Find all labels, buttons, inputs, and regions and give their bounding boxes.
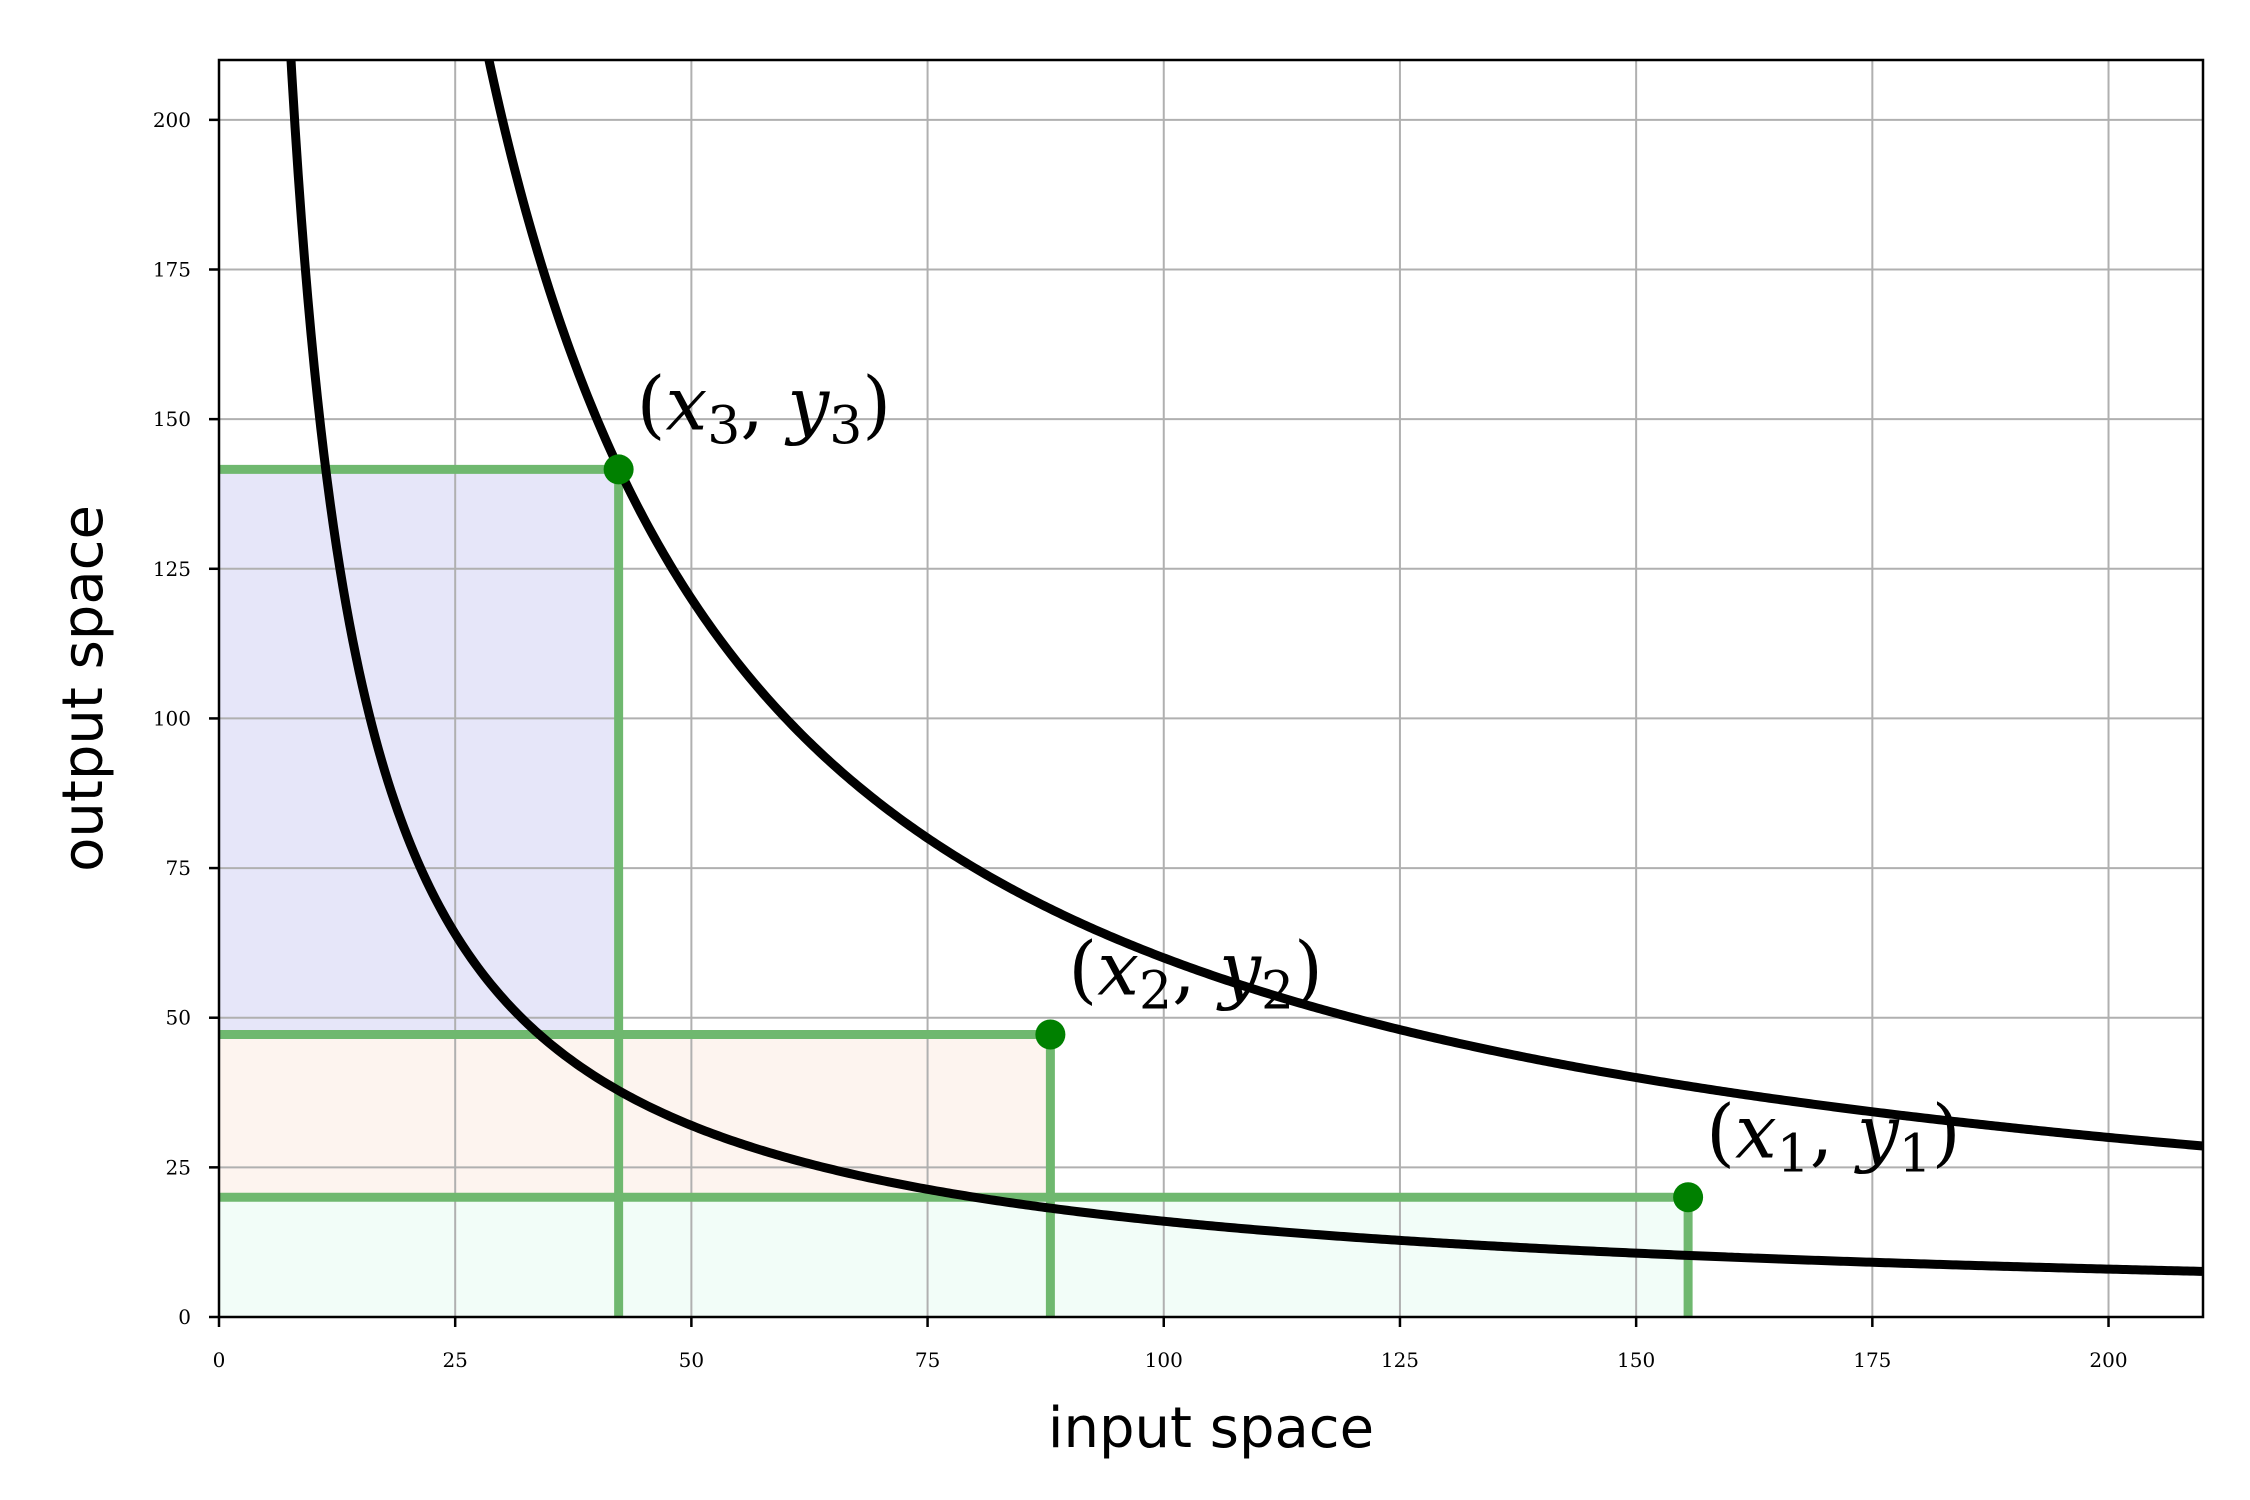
x-tick-label: 75 xyxy=(915,1348,940,1372)
point-label-1: (x1, y1) xyxy=(1706,1089,1961,1184)
x-tick-label: 150 xyxy=(1617,1348,1655,1372)
y-axis-ticks: 0 25 50 75 100 125 150 175 200 xyxy=(153,108,219,1329)
curve-2 xyxy=(484,60,2203,1151)
x-tick-label: 175 xyxy=(1853,1348,1891,1372)
x-tick-label: 25 xyxy=(442,1348,467,1372)
y-tick-label: 175 xyxy=(153,258,191,282)
plot-frame xyxy=(217,58,2205,1319)
point-2 xyxy=(1035,1019,1066,1050)
shaded-regions xyxy=(219,469,1689,1317)
shaded-region-3 xyxy=(219,469,619,1035)
x-tick-label: 125 xyxy=(1381,1348,1419,1372)
point-3 xyxy=(603,454,634,485)
point-label-2: (x2, y2) xyxy=(1068,926,1323,1021)
curves xyxy=(286,60,2203,1276)
points xyxy=(603,454,1704,1213)
x-axis-ticks: 0 25 50 75 100 125 150 175 200 xyxy=(213,1317,2128,1372)
y-tick-label: 100 xyxy=(153,706,191,730)
y-tick-label: 150 xyxy=(153,407,191,431)
y-axis-label: output space xyxy=(51,505,116,872)
shaded-region-1 xyxy=(219,1197,1689,1317)
curve-1 xyxy=(286,60,2203,1276)
y-tick-label: 50 xyxy=(166,1006,191,1030)
y-tick-label: 125 xyxy=(153,557,191,581)
grid-lines xyxy=(219,60,2203,1317)
shaded-region-2 xyxy=(219,1034,1051,1198)
point-1 xyxy=(1673,1182,1704,1213)
point-label-3: (x3, y3) xyxy=(637,361,892,456)
point-labels: (x1, y1) (x2, y2) (x3, y3) xyxy=(637,361,1961,1184)
x-tick-label: 0 xyxy=(213,1348,226,1372)
x-axis-label: input space xyxy=(1048,1396,1374,1461)
y-tick-label: 25 xyxy=(166,1155,191,1179)
y-tick-label: 200 xyxy=(153,108,191,132)
x-tick-label: 50 xyxy=(679,1348,704,1372)
x-tick-label: 200 xyxy=(2089,1348,2127,1372)
y-tick-label: 75 xyxy=(166,856,191,880)
y-tick-label: 0 xyxy=(178,1305,191,1329)
x-tick-label: 100 xyxy=(1145,1348,1183,1372)
